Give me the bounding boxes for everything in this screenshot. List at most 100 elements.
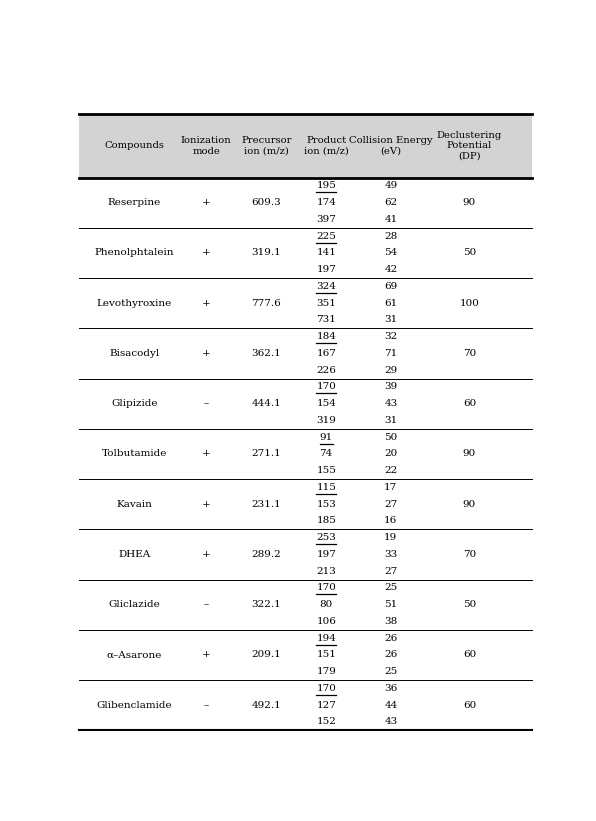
Text: 31: 31 — [384, 416, 398, 425]
Text: 319.1: 319.1 — [252, 249, 281, 258]
Text: Tolbutamide: Tolbutamide — [102, 449, 167, 458]
Text: 31: 31 — [384, 315, 398, 324]
Text: 319: 319 — [316, 416, 336, 425]
Text: 106: 106 — [316, 617, 336, 626]
Text: 49: 49 — [384, 181, 398, 190]
Text: 152: 152 — [316, 718, 336, 727]
Text: 90: 90 — [463, 198, 476, 207]
Text: Collision Energy
(eV): Collision Energy (eV) — [349, 136, 433, 156]
Text: 70: 70 — [463, 349, 476, 358]
Text: 50: 50 — [384, 433, 398, 442]
Text: 100: 100 — [460, 299, 479, 308]
Text: 44: 44 — [384, 701, 398, 709]
Text: 90: 90 — [463, 500, 476, 509]
Text: 197: 197 — [316, 550, 336, 559]
Text: 39: 39 — [384, 383, 398, 392]
Text: 170: 170 — [316, 383, 336, 392]
Text: 43: 43 — [384, 718, 398, 727]
Text: Product
ion (m/z): Product ion (m/z) — [304, 136, 349, 156]
Text: Ionization
mode: Ionization mode — [181, 136, 231, 156]
Text: 226: 226 — [316, 365, 336, 374]
Text: 170: 170 — [316, 584, 336, 593]
Text: 60: 60 — [463, 399, 476, 408]
Text: 32: 32 — [384, 333, 398, 342]
Text: 38: 38 — [384, 617, 398, 626]
Text: 731: 731 — [316, 315, 336, 324]
Text: 151: 151 — [316, 650, 336, 659]
Text: 36: 36 — [384, 684, 398, 693]
Text: 60: 60 — [463, 701, 476, 709]
Text: 27: 27 — [384, 566, 398, 576]
Text: –: – — [203, 600, 209, 609]
Text: 609.3: 609.3 — [252, 198, 281, 207]
Text: Phenolphtalein: Phenolphtalein — [95, 249, 174, 258]
Text: 42: 42 — [384, 265, 398, 274]
Text: 41: 41 — [384, 215, 398, 224]
Text: Kavain: Kavain — [117, 500, 153, 509]
Text: 141: 141 — [316, 249, 336, 258]
Text: 33: 33 — [384, 550, 398, 559]
Text: 60: 60 — [463, 650, 476, 659]
Text: 231.1: 231.1 — [252, 500, 281, 509]
Text: 155: 155 — [316, 466, 336, 475]
Text: 51: 51 — [384, 600, 398, 609]
Text: Levothyroxine: Levothyroxine — [97, 299, 172, 308]
Text: 29: 29 — [384, 365, 398, 374]
Text: 444.1: 444.1 — [252, 399, 281, 408]
Text: 80: 80 — [319, 600, 333, 609]
Text: 209.1: 209.1 — [252, 650, 281, 659]
Text: 91: 91 — [319, 433, 333, 442]
Text: 90: 90 — [463, 449, 476, 458]
Text: Precursor
ion (m/z): Precursor ion (m/z) — [241, 136, 291, 156]
Text: +: + — [202, 349, 210, 358]
Text: 71: 71 — [384, 349, 398, 358]
Text: 351: 351 — [316, 299, 336, 308]
Text: 54: 54 — [384, 249, 398, 258]
Text: Glibenclamide: Glibenclamide — [97, 701, 172, 709]
Text: 25: 25 — [384, 584, 398, 593]
Text: 179: 179 — [316, 667, 336, 677]
Text: +: + — [202, 198, 210, 207]
Text: 213: 213 — [316, 566, 336, 576]
Text: +: + — [202, 650, 210, 659]
Text: +: + — [202, 500, 210, 509]
Text: 167: 167 — [316, 349, 336, 358]
Text: α–Asarone: α–Asarone — [107, 650, 162, 659]
Text: +: + — [202, 299, 210, 308]
Text: Compounds: Compounds — [105, 141, 164, 150]
Text: –: – — [203, 399, 209, 408]
Text: 195: 195 — [316, 181, 336, 190]
Text: 50: 50 — [463, 249, 476, 258]
Text: 153: 153 — [316, 500, 336, 509]
Text: 16: 16 — [384, 516, 398, 525]
Text: Declustering
Potential
(DP): Declustering Potential (DP) — [437, 131, 502, 161]
Text: 43: 43 — [384, 399, 398, 408]
Text: 397: 397 — [316, 215, 336, 224]
Text: 74: 74 — [319, 449, 333, 458]
Text: 174: 174 — [316, 198, 336, 207]
Text: 271.1: 271.1 — [252, 449, 281, 458]
Text: 185: 185 — [316, 516, 336, 525]
Text: –: – — [203, 701, 209, 709]
Text: 17: 17 — [384, 483, 398, 492]
Text: Bisacodyl: Bisacodyl — [110, 349, 160, 358]
Text: 27: 27 — [384, 500, 398, 509]
Text: 253: 253 — [316, 533, 336, 542]
Text: +: + — [202, 249, 210, 258]
Text: 324: 324 — [316, 282, 336, 291]
Text: 22: 22 — [384, 466, 398, 475]
Text: 194: 194 — [316, 634, 336, 643]
Text: 184: 184 — [316, 333, 336, 342]
Text: 322.1: 322.1 — [252, 600, 281, 609]
Text: 127: 127 — [316, 701, 336, 709]
Text: 50: 50 — [463, 600, 476, 609]
Text: 69: 69 — [384, 282, 398, 291]
Text: 197: 197 — [316, 265, 336, 274]
Text: 62: 62 — [384, 198, 398, 207]
Text: 20: 20 — [384, 449, 398, 458]
Text: 61: 61 — [384, 299, 398, 308]
Text: 362.1: 362.1 — [252, 349, 281, 358]
Text: 28: 28 — [384, 232, 398, 241]
Text: 25: 25 — [384, 667, 398, 677]
Text: DHEA: DHEA — [119, 550, 151, 559]
